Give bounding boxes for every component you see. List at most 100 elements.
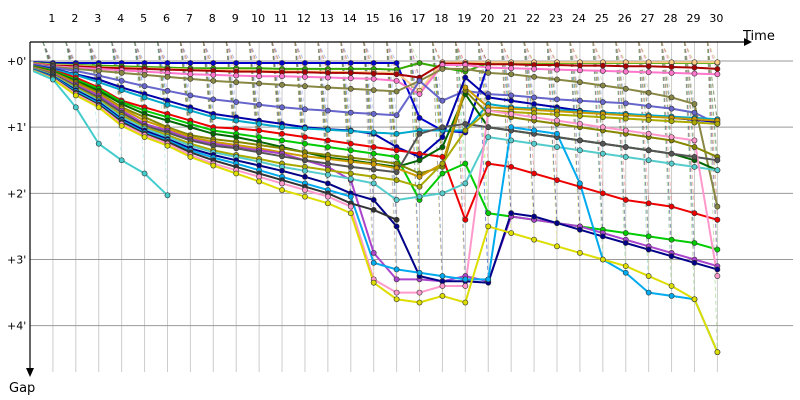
drop-line — [409, 41, 420, 197]
data-point — [554, 243, 560, 250]
data-point — [302, 187, 308, 193]
data-point — [118, 77, 125, 84]
data-point — [279, 137, 285, 144]
drop-line — [615, 41, 627, 119]
data-point — [370, 70, 377, 77]
drop-line — [523, 41, 535, 240]
drop-line — [202, 41, 214, 131]
data-point — [370, 75, 377, 82]
data-point — [577, 97, 583, 104]
drop-line — [592, 41, 604, 230]
data-point — [691, 101, 698, 107]
data-point — [324, 193, 331, 200]
data-point — [508, 71, 515, 78]
drop-line — [477, 41, 489, 95]
data-point — [622, 269, 629, 276]
drop-line — [317, 41, 329, 111]
drop-line — [202, 41, 214, 64]
drop-line — [179, 41, 191, 111]
data-point — [393, 289, 400, 296]
y-tick-label: +2' — [7, 187, 26, 200]
data-point — [416, 193, 423, 200]
data-point — [324, 180, 331, 187]
drop-line — [454, 41, 466, 133]
drop-line — [546, 41, 558, 64]
data-point — [393, 77, 400, 84]
data-point — [324, 160, 331, 167]
data-point — [347, 75, 354, 82]
data-point — [256, 101, 263, 108]
drop-line — [157, 41, 168, 91]
drop-line — [638, 41, 650, 116]
drop-line — [248, 41, 260, 72]
data-point — [485, 160, 492, 167]
drop-line — [386, 41, 398, 280]
x-tick-label: 8 — [209, 12, 216, 25]
data-point — [370, 161, 377, 168]
drop-line — [409, 41, 420, 78]
drop-line — [615, 41, 627, 234]
drop-line — [661, 41, 672, 74]
drop-line — [386, 41, 398, 116]
data-point — [531, 73, 537, 80]
drop-line — [363, 41, 375, 148]
drop-line — [409, 41, 420, 64]
drop-line — [523, 41, 535, 220]
data-point — [279, 104, 285, 111]
drop-line — [684, 41, 695, 300]
data-point — [691, 70, 698, 77]
data-point — [210, 114, 217, 121]
drop-line — [409, 41, 420, 95]
data-point — [508, 65, 515, 72]
drop-line — [248, 41, 260, 64]
x-tick-label: 1 — [48, 12, 55, 25]
y-tick-label: +3' — [7, 254, 26, 267]
data-point — [370, 87, 377, 94]
data-point — [370, 279, 377, 286]
drop-line — [202, 41, 214, 158]
data-point — [508, 111, 515, 117]
data-point — [668, 70, 675, 76]
drop-line — [592, 41, 604, 194]
x-tick-label: 11 — [274, 12, 288, 25]
drop-line — [592, 41, 604, 118]
drop-line — [180, 41, 191, 64]
drop-line — [340, 41, 352, 158]
data-point — [256, 80, 263, 87]
data-point — [347, 140, 354, 147]
drop-line — [248, 41, 260, 105]
drop-line — [340, 41, 352, 144]
data-point — [370, 111, 377, 117]
drop-line — [386, 41, 397, 74]
drop-line — [684, 41, 695, 120]
drop-line — [294, 41, 306, 157]
data-point — [485, 134, 492, 140]
data-point — [531, 140, 537, 147]
y-tick-label: +1' — [7, 121, 26, 134]
drop-line — [500, 41, 512, 101]
drop-line — [569, 41, 581, 101]
drop-line — [42, 41, 54, 72]
data-point — [187, 154, 194, 160]
drop-line — [454, 41, 466, 303]
drop-line — [592, 41, 604, 114]
drop-line — [569, 41, 581, 230]
drop-line — [202, 41, 214, 134]
data-point — [416, 60, 423, 66]
drop-line — [523, 41, 535, 134]
data-point — [302, 106, 308, 113]
data-point — [393, 266, 400, 273]
drop-line — [684, 41, 695, 113]
drop-line — [638, 41, 650, 116]
drop-line — [65, 41, 77, 72]
drop-line — [134, 41, 145, 72]
data-point — [393, 112, 400, 119]
drop-line — [340, 41, 352, 214]
data-point — [691, 109, 698, 116]
data-point — [508, 210, 515, 217]
drop-line — [111, 41, 123, 109]
drop-line — [615, 41, 627, 114]
drop-line — [615, 41, 627, 116]
data-point — [393, 130, 400, 137]
drop-line — [684, 41, 695, 263]
